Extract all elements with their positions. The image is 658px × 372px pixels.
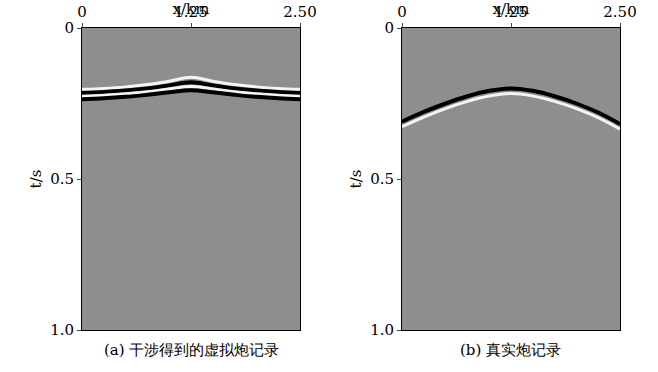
svg-text:2.50: 2.50 bbox=[603, 3, 636, 21]
svg-text:(a) 干涉得到的虚拟炮记录: (a) 干涉得到的虚拟炮记录 bbox=[104, 341, 279, 359]
svg-text:t/s: t/s bbox=[27, 170, 45, 189]
svg-text:1.0: 1.0 bbox=[370, 321, 394, 339]
svg-text:t/s: t/s bbox=[347, 170, 365, 189]
svg-text:0: 0 bbox=[397, 3, 407, 21]
svg-text:0: 0 bbox=[384, 19, 394, 37]
svg-text:0.5: 0.5 bbox=[50, 170, 74, 188]
svg-text:0: 0 bbox=[64, 19, 74, 37]
svg-text:1.25: 1.25 bbox=[174, 3, 207, 21]
svg-text:0.5: 0.5 bbox=[370, 170, 394, 188]
svg-text:2.50: 2.50 bbox=[283, 3, 316, 21]
svg-text:0: 0 bbox=[77, 3, 87, 21]
svg-text:(b) 真实炮记录: (b) 真实炮记录 bbox=[460, 341, 561, 359]
svg-text:x/km: x/km bbox=[493, 0, 530, 18]
svg-text:1.25: 1.25 bbox=[494, 3, 527, 21]
svg-text:x/km: x/km bbox=[173, 0, 210, 18]
svg-text:1.0: 1.0 bbox=[50, 321, 74, 339]
